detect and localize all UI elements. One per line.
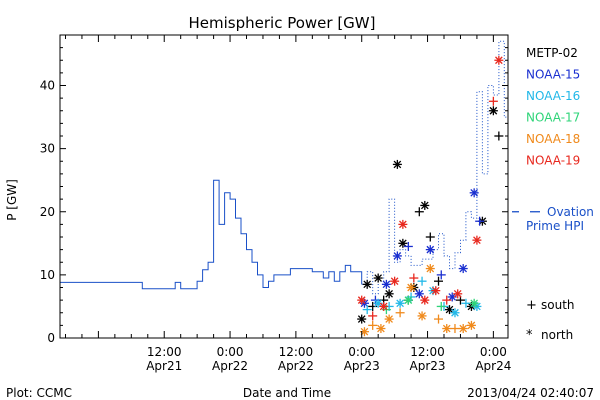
data-point-north: [392, 251, 402, 261]
data-point-north: [458, 324, 468, 334]
data-point-north: [425, 245, 435, 255]
y-tick-label: 40: [40, 79, 55, 93]
ovation-legend-label: Prime HPI: [526, 219, 584, 233]
x-axis-label: Date and Time: [243, 386, 331, 400]
x-tick-label-date: Apr22: [212, 359, 248, 373]
legend: METP-02 NOAA-15 NOAA-16 NOAA-17 NOAA-18 NOAA-…: [512, 46, 594, 343]
data-point-north: [384, 314, 394, 324]
x-tick-label-date: Apr23: [344, 359, 380, 373]
data-point-north: [469, 298, 479, 308]
data-point-north: [379, 301, 389, 311]
data-point-north: [469, 188, 479, 198]
data-point-north: [406, 283, 416, 292]
data-point-north: [390, 276, 400, 286]
data-point-south: [417, 276, 427, 286]
data-point-south: [409, 273, 419, 283]
data-point-north: [450, 308, 460, 318]
data-point-south: [434, 276, 444, 286]
data-point-north: [373, 298, 383, 308]
data-point-south: [403, 241, 413, 251]
ovation-layer: [60, 40, 508, 295]
data-point-north: [472, 235, 482, 245]
chart-title: Hemispheric Power [GW]: [189, 14, 376, 32]
ovation-hpi-line: [60, 179, 363, 290]
data-point-south: [436, 301, 446, 311]
data-point-north: [357, 314, 367, 324]
y-tick-label: 20: [40, 205, 55, 219]
data-point-south: [425, 232, 435, 242]
data-point-south: [395, 308, 405, 318]
data-point-north: [357, 295, 367, 305]
satellite-points-layer: [357, 55, 504, 337]
data-point-north: [398, 238, 408, 248]
data-point-north: [431, 286, 441, 296]
x-tick-label-time: 12:00: [147, 345, 182, 359]
data-point-north: [425, 264, 435, 274]
legend-entry: METP-02: [526, 46, 578, 60]
data-point-north: [395, 298, 405, 308]
legend-entry: NOAA-18: [526, 132, 580, 146]
data-point-north: [453, 289, 463, 299]
data-point-north: [458, 264, 468, 274]
y-axis-label: P [GW]: [5, 179, 19, 221]
data-point-south: [414, 207, 424, 217]
legend-entry: NOAA-17: [526, 111, 580, 125]
ovation-hpi-line-dotted: [361, 40, 508, 295]
x-tick-label-time: 0:00: [480, 345, 507, 359]
data-point-north: [392, 159, 402, 169]
legend-entry: NOAA-16: [526, 89, 580, 103]
x-tick-label-date: Apr24: [475, 359, 511, 373]
y-tick-label: 0: [47, 331, 55, 345]
x-tick-label-date: Apr23: [410, 359, 446, 373]
symbol-key-label: north: [541, 328, 573, 342]
plot-source-label: Plot: CCMC: [6, 386, 72, 400]
y-tick-label: 30: [40, 142, 55, 156]
data-point-south: [442, 295, 452, 305]
ovation-legend-label: Ovation: [547, 205, 594, 219]
legend-entry: NOAA-19: [526, 154, 580, 168]
symbol-key-label: south: [541, 298, 575, 312]
data-point-north: [414, 289, 424, 299]
y-tick-label: 10: [40, 268, 55, 282]
data-point-north: [362, 279, 372, 289]
x-tick-label-date: Apr21: [146, 359, 182, 373]
axes-layer: 01020304012:00Apr210:00Apr2212:00Apr220:…: [40, 34, 511, 373]
data-point-north: [403, 295, 413, 305]
data-point-north: [373, 273, 383, 283]
data-point-south: [450, 324, 460, 334]
data-point-north: [466, 320, 476, 330]
data-point-north: [381, 279, 391, 289]
data-point-south: [368, 311, 378, 321]
data-point-south: [494, 131, 504, 141]
x-tick-label-time: 0:00: [217, 345, 244, 359]
data-point-north: [420, 200, 430, 210]
data-point-north: [420, 295, 430, 305]
data-point-north: [376, 324, 386, 334]
x-tick-label-date: Apr22: [278, 359, 314, 373]
data-point-north: [488, 106, 498, 116]
data-point-south: [488, 96, 498, 106]
data-point-north: [417, 311, 427, 321]
data-point-south: [461, 298, 471, 308]
data-point-north: [398, 219, 408, 229]
data-point-south: [368, 320, 378, 330]
plot-timestamp: 2013/04/24 02:40:07: [467, 386, 594, 400]
data-point-north: [384, 289, 394, 299]
legend-entry: NOAA-15: [526, 68, 580, 82]
data-point-south: [434, 314, 444, 324]
x-tick-label-time: 12:00: [279, 345, 314, 359]
data-point-south: [475, 216, 485, 226]
data-point-north: [442, 324, 452, 334]
data-point-south: [362, 305, 372, 315]
plot-frame: [59, 34, 509, 339]
data-point-north: [494, 55, 504, 65]
data-point-south: [436, 270, 446, 280]
symbol-key-glyph: *: [526, 328, 533, 343]
x-tick-label-time: 0:00: [348, 345, 375, 359]
symbol-key-glyph: +: [526, 298, 537, 313]
x-tick-label-time: 12:00: [410, 345, 445, 359]
